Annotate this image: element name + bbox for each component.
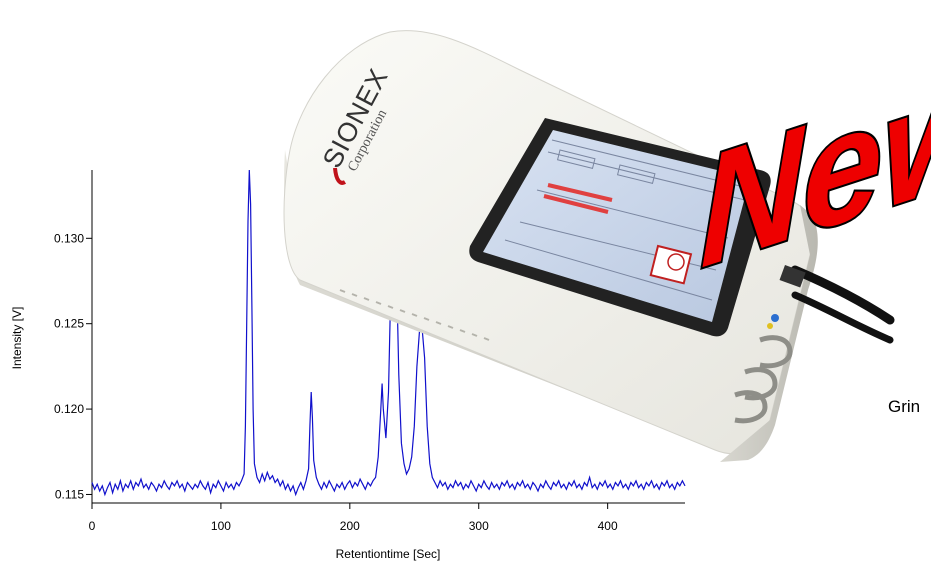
- device-side-face: [720, 205, 818, 462]
- tube-fitting-1: [759, 335, 793, 369]
- y-ticks: 0.115 0.120 0.125 0.130: [54, 231, 92, 501]
- brand-accent-swoosh: [333, 167, 347, 185]
- x-ticks: 0 100 200 300 400: [89, 503, 618, 533]
- screen-ui: [504, 139, 749, 301]
- screen-sad-face-icon: [667, 253, 685, 271]
- x-tick-label: 100: [211, 519, 231, 533]
- indicator-yellow: [767, 323, 773, 329]
- new-badge: New: [698, 26, 931, 304]
- x-tick-label: 0: [89, 519, 96, 533]
- tube-fitting-3: [734, 390, 768, 424]
- new-badge-text: New: [700, 28, 931, 302]
- indicator-blue: [771, 314, 779, 322]
- cable-2: [791, 291, 894, 344]
- side-text: Grin: [888, 397, 921, 416]
- y-tick-label: 0.125: [54, 317, 84, 331]
- screen-bar-1: [547, 183, 613, 202]
- cable-plug: [779, 264, 806, 288]
- device-connectors: [734, 264, 895, 424]
- chart-axes: [91, 170, 685, 504]
- vent-slots: [339, 289, 490, 341]
- y-tick-label: 0.120: [54, 402, 84, 416]
- x-tick-label: 400: [598, 519, 618, 533]
- x-axis-title: Retentiontime [Sec]: [336, 547, 441, 561]
- cable: [790, 265, 895, 325]
- device-screen: [469, 118, 771, 337]
- x-tick-label: 300: [469, 519, 489, 533]
- screen-bar-2: [543, 194, 609, 214]
- series-line: [91, 169, 686, 497]
- y-tick-label: 0.115: [55, 487, 84, 501]
- y-tick-label: 0.130: [54, 231, 84, 245]
- x-tick-label: 200: [340, 519, 360, 533]
- y-axis-title: Intensity [V]: [10, 307, 24, 370]
